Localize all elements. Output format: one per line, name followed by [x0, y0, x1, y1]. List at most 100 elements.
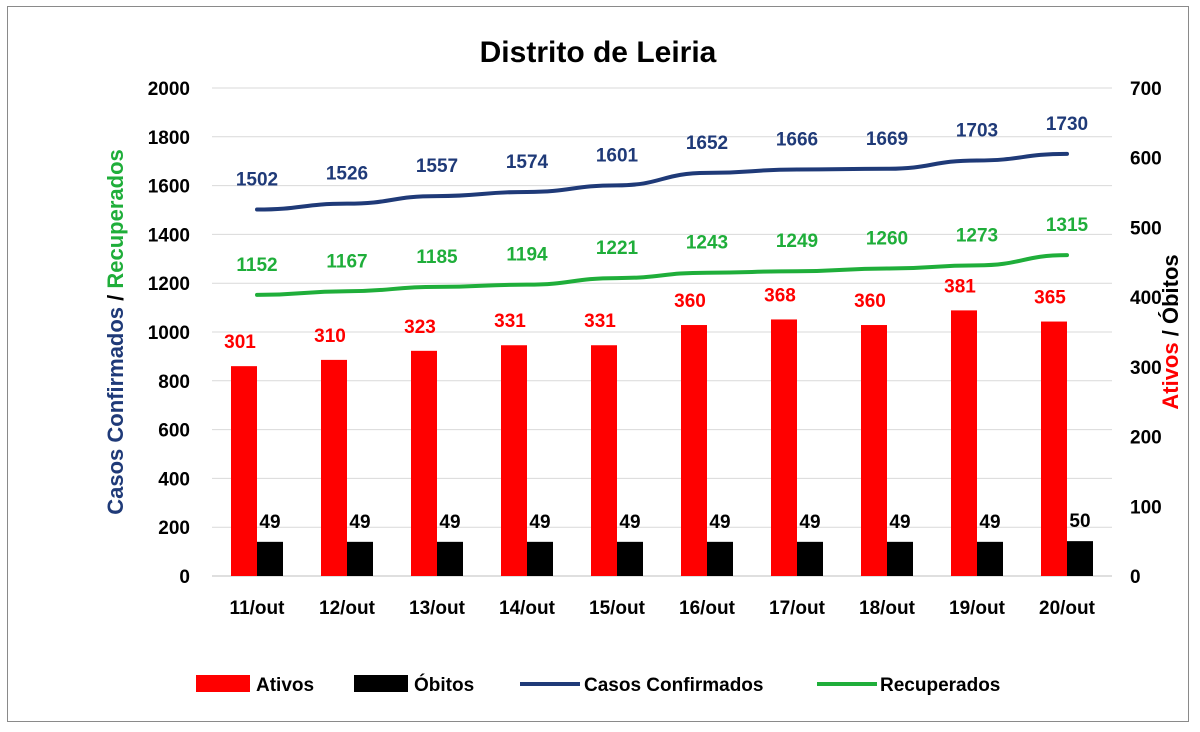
left-axis-tick-label: 1800 — [148, 128, 190, 149]
left-axis-tick-label: 800 — [158, 372, 190, 393]
x-axis-tick-label: 16/out — [679, 598, 736, 619]
data-label-recuperados: 1249 — [776, 231, 818, 252]
right-axis-tick-label: 400 — [1130, 288, 1162, 309]
bar-obitos — [617, 541, 643, 576]
data-label-recuperados: 1152 — [236, 255, 277, 276]
data-label-obitos: 49 — [619, 512, 640, 533]
data-label-recuperados: 1243 — [686, 233, 728, 254]
data-label-ativos: 381 — [944, 276, 976, 297]
data-label-casos-confirmados: 1601 — [596, 145, 639, 166]
data-label-ativos: 360 — [854, 291, 886, 312]
left-axis-tick-label: 1400 — [148, 225, 190, 246]
data-label-ativos: 368 — [764, 285, 796, 306]
data-label-casos-confirmados: 1652 — [686, 133, 728, 154]
right-axis-tick-label: 100 — [1130, 497, 1162, 518]
series-line-casos-confirmados — [255, 151, 1069, 212]
data-label-obitos: 49 — [889, 512, 910, 533]
data-label-recuperados: 1315 — [1046, 215, 1089, 236]
data-label-obitos: 49 — [979, 512, 1000, 533]
left-axis-tick-label: 400 — [158, 469, 190, 490]
x-axis-tick-label: 15/out — [589, 598, 646, 619]
data-label-recuperados: 1167 — [326, 251, 367, 272]
data-label-casos-confirmados: 1669 — [866, 129, 908, 150]
data-label-casos-confirmados: 1730 — [1046, 114, 1088, 135]
bar-ativos — [681, 325, 707, 576]
legend-label: Recuperados — [880, 675, 1000, 696]
data-label-obitos: 49 — [529, 512, 550, 533]
bar-obitos — [437, 541, 463, 576]
left-axis-tick-label: 200 — [158, 518, 190, 539]
data-label-ativos: 331 — [494, 311, 526, 332]
data-label-ativos: 301 — [224, 332, 256, 353]
left-axis-tick-label: 600 — [158, 421, 190, 442]
data-label-recuperados: 1273 — [956, 225, 998, 246]
data-label-recuperados: 1221 — [596, 238, 639, 259]
legend-label: Casos Confirmados — [584, 675, 763, 696]
data-label-recuperados: 1260 — [866, 229, 908, 250]
bar-obitos — [887, 541, 913, 576]
x-axis-tick-label: 13/out — [409, 598, 466, 619]
left-axis-tick-label: 1600 — [148, 177, 190, 198]
right-axis-tick-label: 700 — [1130, 79, 1162, 100]
x-axis-tick-label: 12/out — [319, 598, 376, 619]
bar-ativos — [411, 350, 437, 576]
data-label-casos-confirmados: 1502 — [236, 170, 278, 191]
right-axis-tick-label: 600 — [1130, 149, 1162, 170]
bar-ativos — [771, 319, 797, 576]
data-label-obitos: 49 — [259, 512, 280, 533]
chart-title: Distrito de Leiria — [480, 36, 717, 69]
x-axis-tick-label: 11/out — [230, 598, 286, 619]
bar-ativos — [951, 310, 977, 576]
data-label-obitos: 50 — [1069, 511, 1090, 532]
x-axis-tick-label: 17/out — [769, 598, 826, 619]
legend-swatch — [354, 675, 408, 692]
data-label-casos-confirmados: 1666 — [776, 129, 818, 150]
bar-obitos — [347, 541, 373, 576]
data-label-ativos: 323 — [404, 317, 436, 338]
data-label-casos-confirmados: 1574 — [506, 152, 549, 173]
data-label-casos-confirmados: 1703 — [956, 120, 998, 141]
bar-ativos — [231, 366, 257, 576]
legend-label: Óbitos — [414, 674, 474, 696]
right-axis-title: Ativos / Óbitos — [1158, 254, 1183, 409]
right-axis-tick-label: 200 — [1130, 428, 1162, 449]
left-axis-title: Casos Confirmados / Recuperados — [103, 149, 128, 515]
bar-obitos — [977, 541, 1003, 576]
bar-obitos — [527, 541, 553, 576]
series-line-recuperados — [255, 253, 1069, 297]
bar-obitos — [797, 541, 823, 576]
bar-obitos — [257, 541, 283, 576]
bar-obitos — [707, 541, 733, 576]
right-axis-tick-label: 500 — [1130, 218, 1162, 239]
x-axis-tick-label: 14/out — [499, 598, 556, 619]
data-label-recuperados: 1185 — [416, 247, 458, 268]
data-label-obitos: 49 — [799, 512, 820, 533]
left-axis-tick-label: 1000 — [148, 323, 190, 344]
legend-label: Ativos — [256, 675, 314, 696]
data-label-recuperados: 1194 — [506, 245, 548, 266]
bar-ativos — [591, 345, 617, 576]
data-label-obitos: 49 — [439, 512, 460, 533]
left-axis-tick-label: 1200 — [148, 274, 190, 295]
bar-ativos — [501, 345, 527, 576]
x-axis-tick-label: 18/out — [859, 598, 916, 619]
bar-ativos — [1041, 321, 1067, 576]
data-label-ativos: 331 — [584, 311, 616, 332]
left-axis-tick-label: 2000 — [148, 79, 190, 100]
x-axis-tick-label: 20/out — [1039, 598, 1096, 619]
data-label-ativos: 360 — [674, 291, 706, 312]
right-axis-tick-label: 300 — [1130, 358, 1162, 379]
left-axis-tick-label: 0 — [179, 567, 190, 588]
right-axis-tick-label: 0 — [1130, 567, 1141, 588]
bar-obitos — [1067, 541, 1093, 576]
data-label-ativos: 310 — [314, 326, 346, 347]
bar-ativos — [321, 359, 347, 576]
data-label-obitos: 49 — [349, 512, 370, 533]
data-label-casos-confirmados: 1526 — [326, 164, 368, 185]
data-label-casos-confirmados: 1557 — [416, 156, 458, 177]
x-axis-tick-label: 19/out — [949, 598, 1006, 619]
legend-swatch — [196, 675, 250, 692]
data-label-obitos: 49 — [709, 512, 730, 533]
bar-ativos — [861, 325, 887, 576]
